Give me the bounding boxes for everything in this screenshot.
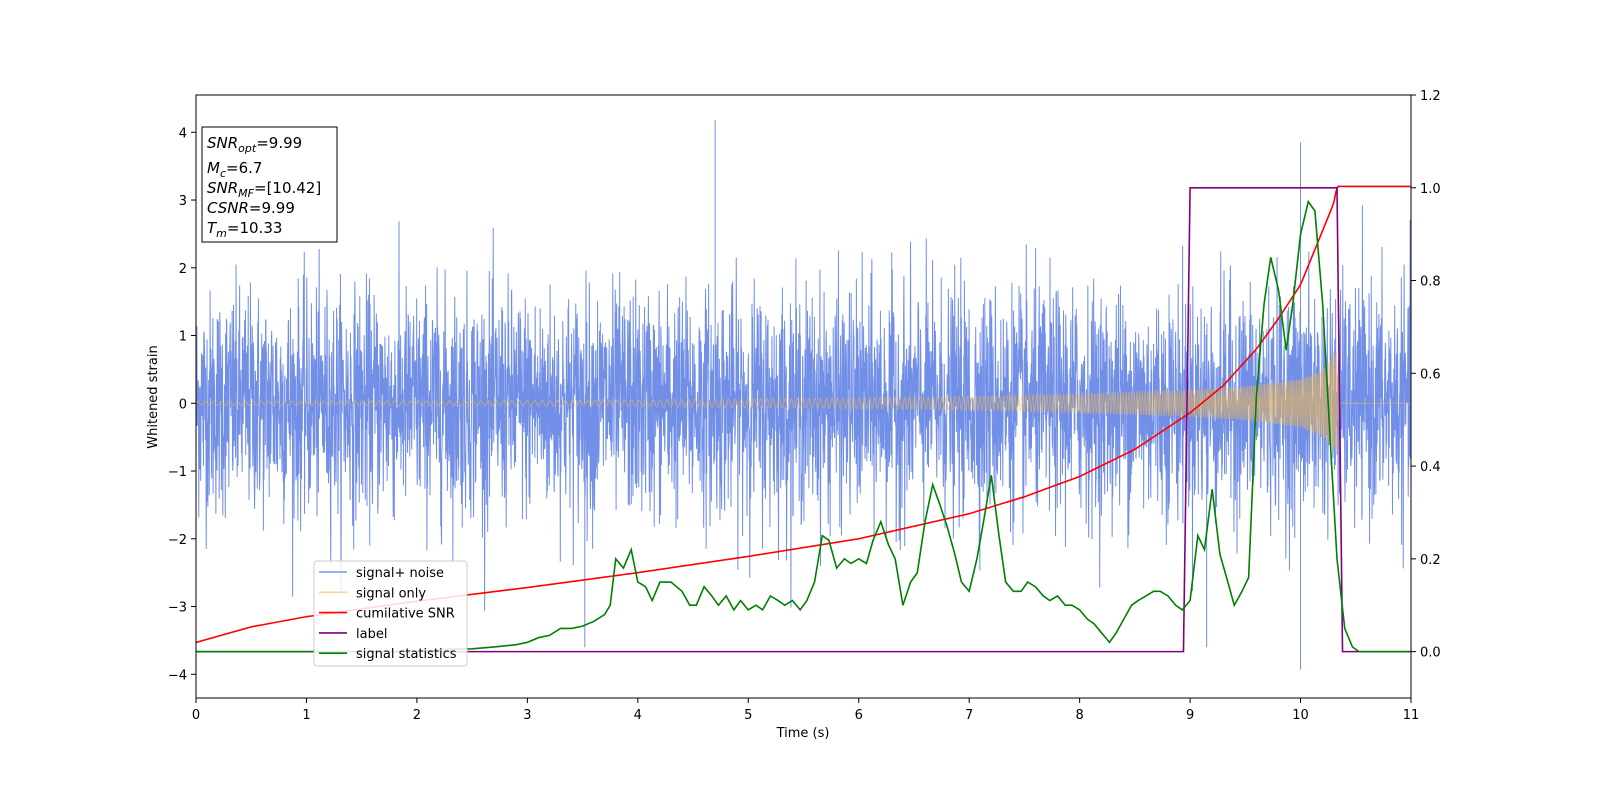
legend-label: signal statistics (356, 647, 457, 662)
info-box-line: Tm=10.33 (207, 219, 282, 240)
info-box-line: SNRMF=[10.42] (207, 179, 321, 200)
x-tick-label: 2 (413, 708, 421, 723)
legend-frame (313, 560, 468, 667)
y2-tick-label: 1.2 (1420, 89, 1441, 104)
info-box-line: SNRopt=9.99 (207, 134, 302, 155)
y-tick-label: −4 (168, 668, 187, 683)
x-tick-label: 6 (855, 708, 863, 723)
series-signal-only (196, 352, 1411, 455)
y-axis-label: Whitened strain (146, 345, 161, 448)
series-signal-statistics (196, 199, 1411, 653)
x-tick-label: 8 (1075, 708, 1083, 723)
x-tick-label: 11 (1403, 708, 1420, 723)
y-tick-label: 0 (179, 397, 187, 412)
y2-tick-label: 0.4 (1420, 460, 1441, 475)
x-tick-label: 7 (965, 708, 973, 723)
info-box-frame (201, 126, 338, 243)
x-tick-label: 3 (523, 708, 531, 723)
x-tick-label: 9 (1186, 708, 1194, 723)
legend-label: label (356, 627, 387, 642)
y-tick-label: 1 (179, 330, 187, 345)
y2-tick-label: 0.8 (1420, 275, 1441, 290)
axes: 0 1 2 3 4 5 6 7 8 9 10 11 −4 −3 −2 −1 0 1 2 3 4 0.0 0.2 0.4 0.6 0… (168, 89, 1441, 723)
x-axis-label: Time (s) (776, 726, 830, 741)
y-tick-label: −1 (168, 465, 187, 480)
series-label (196, 186, 1411, 653)
y2-tick-label: 0.0 (1420, 646, 1441, 661)
series-signal-noise (196, 120, 1411, 670)
y2-tick-label: 0.6 (1420, 367, 1441, 382)
x-tick-label: 5 (744, 708, 752, 723)
x-tick-label: 4 (634, 708, 642, 723)
y2-tick-label: 0.2 (1420, 553, 1441, 568)
y2-tick-label: 1.0 (1420, 182, 1441, 197)
y-tick-label: −3 (168, 601, 187, 616)
axes-frame (195, 94, 1412, 699)
legend-label: signal+ noise (356, 566, 444, 581)
x-tick-label: 1 (302, 708, 310, 723)
y-tick-label: 4 (179, 126, 187, 141)
x-tick-label: 10 (1292, 708, 1309, 723)
x-tick-label: 0 (192, 708, 200, 723)
y-tick-label: 2 (179, 262, 187, 277)
legend-label: cumilative SNR (356, 607, 455, 622)
legend: signal+ noise signal only cumilative SNR la… (313, 560, 468, 667)
legend-label: signal only (356, 586, 426, 601)
y-tick-label: −2 (168, 533, 187, 548)
y-tick-label: 3 (179, 194, 187, 209)
info-box-line: Mc=6.7 (207, 159, 262, 180)
info-box-line: CSNR=9.99 (207, 199, 295, 217)
